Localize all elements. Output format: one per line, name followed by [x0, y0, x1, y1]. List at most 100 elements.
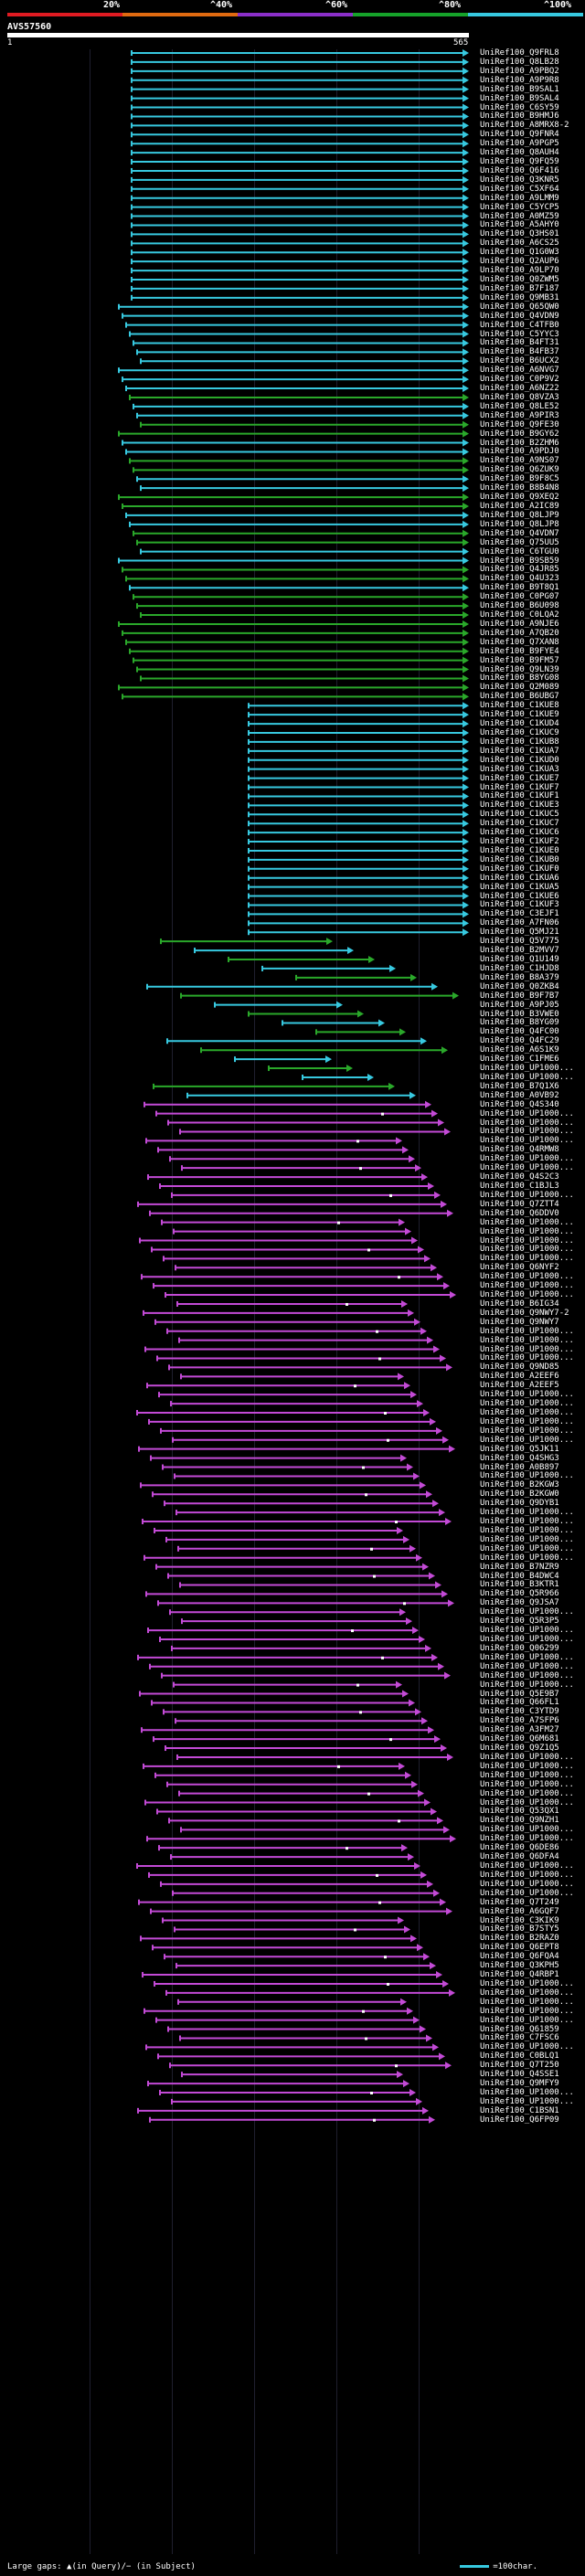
hit-label[interactable]: UniRef100_B2MVV7 [480, 946, 559, 956]
hit-label[interactable]: UniRef100_Q9NWY7 [480, 1317, 559, 1327]
hit-label[interactable]: UniRef100_UP1000... [480, 1335, 574, 1345]
hit-label[interactable]: UniRef100_UP1000... [480, 1127, 574, 1137]
hit-label[interactable]: UniRef100_A7QB20 [480, 628, 559, 638]
hit-label[interactable]: UniRef100_Q9FNR4 [480, 130, 559, 140]
hit-label[interactable]: UniRef100_C1KUC9 [480, 728, 559, 737]
hit-label[interactable]: UniRef100_C0P9V2 [480, 375, 559, 385]
hit-label[interactable]: UniRef100_Q75UU5 [480, 537, 559, 547]
hit-label[interactable]: UniRef100_UP1000... [480, 1390, 574, 1400]
hit-label[interactable]: UniRef100_B6U098 [480, 601, 559, 611]
hit-label[interactable]: UniRef100_B2KGW3 [480, 1480, 559, 1490]
hit-label[interactable]: UniRef100_B2KGW0 [480, 1489, 559, 1500]
hit-label[interactable]: UniRef100_UP1000... [480, 2015, 574, 2025]
hit-label[interactable]: UniRef100_C5YYC3 [480, 329, 559, 339]
hit-label[interactable]: UniRef100_C7FSC6 [480, 2033, 559, 2043]
hit-label[interactable]: UniRef100_B8B4N8 [480, 483, 559, 493]
hit-label[interactable]: UniRef100_C1KUA5 [480, 882, 559, 892]
hit-label[interactable]: UniRef100_UP1000... [480, 2096, 574, 2106]
hit-label[interactable]: UniRef100_Q9NZH1 [480, 1816, 559, 1826]
hit-label[interactable]: UniRef100_Q0ZWM5 [480, 275, 559, 284]
hit-label[interactable]: UniRef100_UP1000... [480, 1254, 574, 1264]
hit-label[interactable]: UniRef100_C1KUF3 [480, 900, 559, 910]
hit-label[interactable]: UniRef100_Q9FE30 [480, 419, 559, 429]
hit-label[interactable]: UniRef100_C1KUA6 [480, 873, 559, 883]
hit-label[interactable]: UniRef100_UP1000... [480, 1525, 574, 1535]
hit-label[interactable]: UniRef100_B9FM57 [480, 655, 559, 665]
hit-label[interactable]: UniRef100_UP1000... [480, 1118, 574, 1128]
hit-label[interactable]: UniRef100_B9F8C5 [480, 474, 559, 484]
hit-label[interactable]: UniRef100_UP1000... [480, 1680, 574, 1690]
hit-label[interactable]: UniRef100_B4FB37 [480, 347, 559, 357]
hit-label[interactable]: UniRef100_C1KUE3 [480, 800, 559, 811]
hit-label[interactable]: UniRef100_C1KUD0 [480, 755, 559, 765]
hit-label[interactable]: UniRef100_C1KUC5 [480, 810, 559, 820]
hit-label[interactable]: UniRef100_Q5R966 [480, 1589, 559, 1599]
hit-label[interactable]: UniRef100_Q65QW0 [480, 302, 559, 312]
hit-label[interactable]: UniRef100_Q9XEQ2 [480, 493, 559, 503]
hit-label[interactable]: UniRef100_Q4SSE1 [480, 2070, 559, 2080]
hit-label[interactable]: UniRef100_A2IC89 [480, 502, 559, 511]
hit-label[interactable]: UniRef100_Q4RMW8 [480, 1145, 559, 1155]
hit-label[interactable]: UniRef100_Q9Z1Q5 [480, 1744, 559, 1754]
hit-label[interactable]: UniRef100_A9LP70 [480, 266, 559, 276]
hit-label[interactable]: UniRef100_UP1000... [480, 1670, 574, 1680]
hit-label[interactable]: UniRef100_UP1000... [480, 1825, 574, 1835]
hit-label[interactable]: UniRef100_B8YG09 [480, 1018, 559, 1028]
hit-label[interactable]: UniRef100_B6UBG7 [480, 692, 559, 702]
hit-label[interactable]: UniRef100_B9SB59 [480, 556, 559, 566]
hit-label[interactable]: UniRef100_B9FYE4 [480, 646, 559, 656]
hit-label[interactable]: UniRef100_C5XF64 [480, 184, 559, 194]
hit-label[interactable]: UniRef100_C1KUE7 [480, 773, 559, 783]
hit-label[interactable]: UniRef100_C1KUE6 [480, 891, 559, 901]
hit-label[interactable]: UniRef100_A9PDJ0 [480, 447, 559, 457]
hit-label[interactable]: UniRef100_UP1000... [480, 1416, 574, 1426]
hit-label[interactable]: UniRef100_UP1000... [480, 1235, 574, 1246]
hit-label[interactable]: UniRef100_A7FN06 [480, 918, 559, 928]
hit-label[interactable]: UniRef100_Q3KNR5 [480, 175, 559, 185]
hit-label[interactable]: UniRef100_Q6DFA4 [480, 1852, 559, 1862]
hit-label[interactable]: UniRef100_UP1000... [480, 1779, 574, 1789]
hit-label[interactable]: UniRef100_UP1000... [480, 1190, 574, 1200]
hit-label[interactable]: UniRef100_UP1000... [480, 1661, 574, 1671]
hit-label[interactable]: UniRef100_B9HMJ6 [480, 111, 559, 122]
hit-label[interactable]: UniRef100_A0B897 [480, 1462, 559, 1472]
hit-label[interactable]: UniRef100_UP1000... [480, 1988, 574, 1998]
hit-label[interactable]: UniRef100_Q6FQA4 [480, 1952, 559, 1962]
hit-label[interactable]: UniRef100_UP1000... [480, 1064, 574, 1074]
hit-label[interactable]: UniRef100_Q6F416 [480, 165, 559, 175]
hit-label[interactable]: UniRef100_B8A379 [480, 972, 559, 982]
hit-label[interactable]: UniRef100_C0PG07 [480, 592, 559, 602]
hit-label[interactable]: UniRef100_Q4VDN7 [480, 528, 559, 538]
hit-label[interactable]: UniRef100_A9LMM9 [480, 193, 559, 203]
hit-label[interactable]: UniRef100_UP1000... [480, 1652, 574, 1662]
hit-label[interactable]: UniRef100_UP1000... [480, 1072, 574, 1082]
hit-label[interactable]: UniRef100_Q6M681 [480, 1734, 559, 1744]
hit-label[interactable]: UniRef100_C1KUE0 [480, 845, 559, 855]
hit-label[interactable]: UniRef100_Q5JK11 [480, 1444, 559, 1454]
hit-label[interactable]: UniRef100_Q6DE86 [480, 1843, 559, 1853]
hit-label[interactable]: UniRef100_UP1000... [480, 1752, 574, 1762]
hit-label[interactable]: UniRef100_A6NVG7 [480, 366, 559, 376]
hit-label[interactable]: UniRef100_Q7XAN8 [480, 637, 559, 647]
hit-label[interactable]: UniRef100_B9SAL4 [480, 93, 559, 103]
hit-label[interactable]: UniRef100_Q9ND85 [480, 1362, 559, 1373]
hit-label[interactable]: UniRef100_C3EJF1 [480, 909, 559, 919]
hit-label[interactable]: UniRef100_Q4SHG3 [480, 1453, 559, 1463]
hit-label[interactable]: UniRef100_UP1000... [480, 1326, 574, 1336]
hit-label[interactable]: UniRef100_C1BJL3 [480, 1182, 559, 1191]
hit-label[interactable]: UniRef100_C1KUE8 [480, 701, 559, 711]
hit-label[interactable]: UniRef100_A5AHY0 [480, 220, 559, 230]
hit-label[interactable]: UniRef100_B6UCX2 [480, 356, 559, 366]
hit-label[interactable]: UniRef100_B7NZR9 [480, 1562, 559, 1572]
hit-label[interactable]: UniRef100_Q06299 [480, 1643, 559, 1653]
hit-label[interactable]: UniRef100_UP1000... [480, 1534, 574, 1544]
hit-label[interactable]: UniRef100_B9F7B7 [480, 991, 559, 1001]
hit-label[interactable]: UniRef100_Q4U323 [480, 574, 559, 584]
hit-label[interactable]: UniRef100_Q2AUP6 [480, 257, 559, 267]
hit-label[interactable]: UniRef100_Q6EPT8 [480, 1943, 559, 1953]
hit-label[interactable]: UniRef100_Q7ZTT4 [480, 1199, 559, 1209]
hit-label[interactable]: UniRef100_UP1000... [480, 1797, 574, 1807]
hit-label[interactable]: UniRef100_UP1000... [480, 1272, 574, 1282]
hit-label[interactable]: UniRef100_UP1000... [480, 2006, 574, 2016]
hit-label[interactable]: UniRef100_C1KUF0 [480, 864, 559, 874]
